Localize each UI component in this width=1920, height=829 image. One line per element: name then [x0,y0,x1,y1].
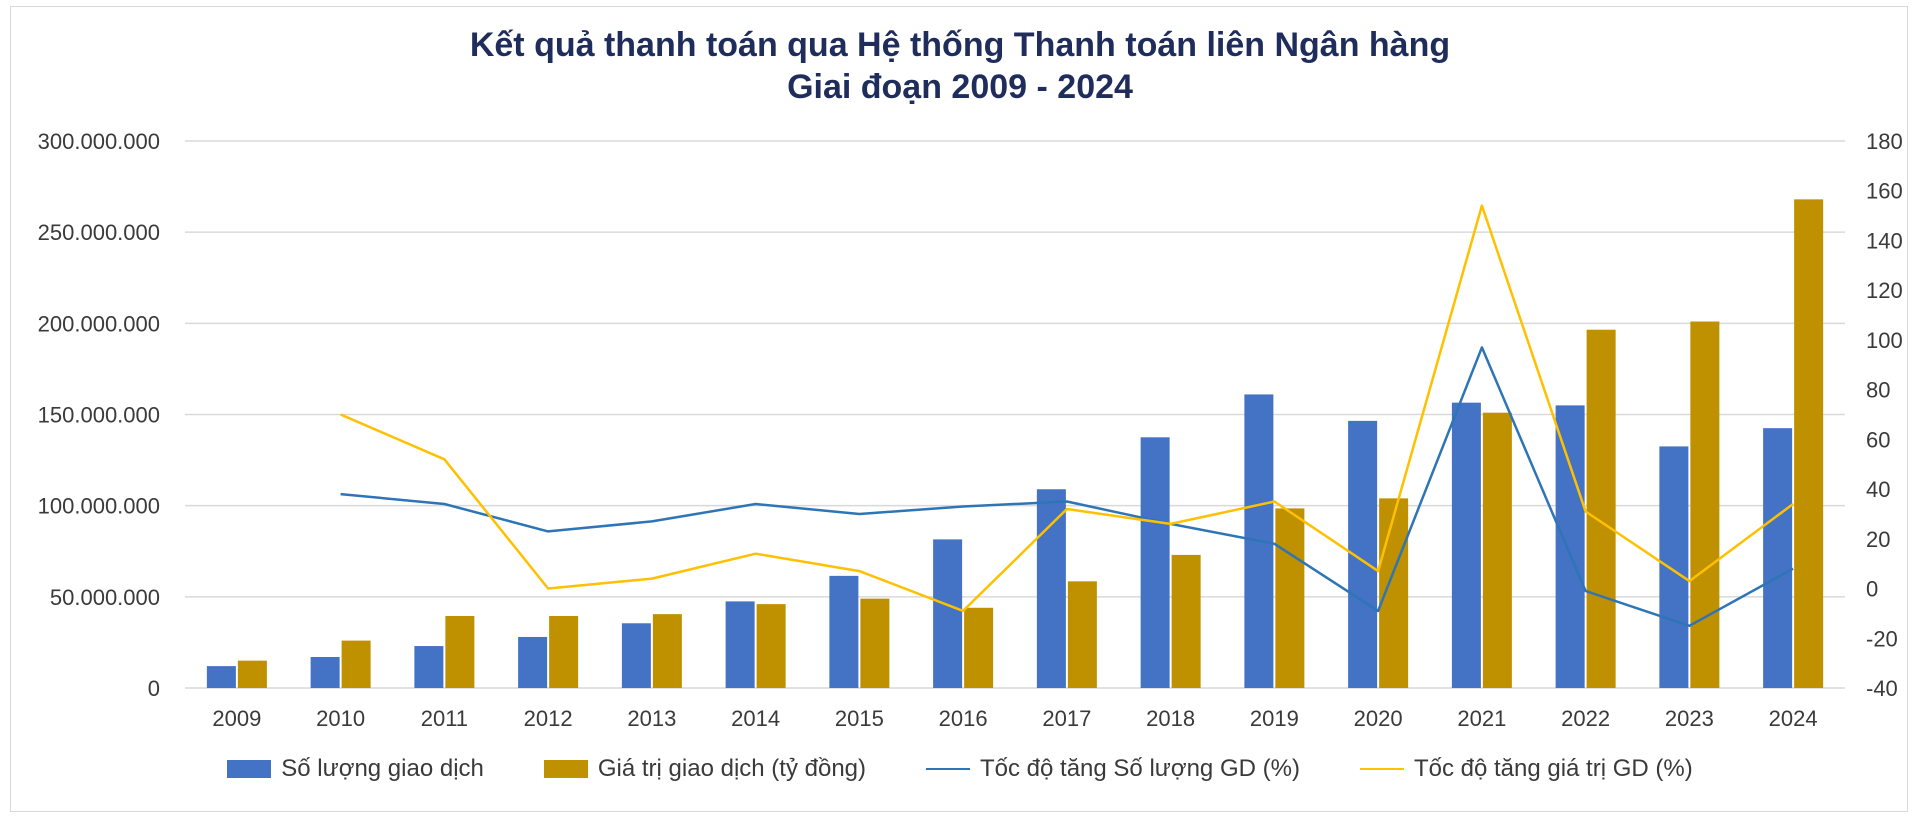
chart-title-line1: Kết quả thanh toán qua Hệ thống Thanh to… [469,26,1451,64]
legend-item-2: Tốc độ tăng Số lượng GD (%) [926,755,1300,783]
bar-value [445,615,475,688]
bar-transactions [518,636,548,688]
legend-swatch-3 [1359,768,1404,770]
x-tick-label: 2012 [524,706,573,731]
y-left-tick-label: 150.000.000 [38,403,160,428]
bar-transactions [1140,437,1170,688]
x-tick-label: 2022 [1561,706,1610,731]
bar-value [1275,508,1305,688]
bar-value [1586,329,1616,688]
bar-transactions [206,666,236,688]
bar-value [964,607,994,688]
bar-value [1067,581,1097,688]
legend-item-3: Tốc độ tăng giá trị GD (%) [1359,755,1693,783]
x-tick-label: 2023 [1665,706,1714,731]
bar-value [237,660,267,688]
bar-value [1482,412,1512,688]
x-tick-label: 2011 [421,706,468,731]
legend-item-0: Số lượng giao dịch [227,755,484,783]
bar-transactions [621,623,651,688]
bar-transactions [933,539,963,688]
legend-label-2: Tốc độ tăng Số lượng GD (%) [980,755,1300,782]
y-left-tick-label: 0 [148,676,160,701]
bar-transactions [1763,428,1793,688]
y-right-tick-label: 160 [1866,179,1903,204]
x-tick-label: 2017 [1042,706,1091,731]
y-right-tick-label: 20 [1866,527,1890,552]
y-right-tick-label: 120 [1866,278,1903,303]
line-growth-value [340,204,1794,613]
bar-value [341,640,371,688]
y-left-tick-label: 50.000.000 [50,585,160,610]
y-right-tick-label: 140 [1866,228,1903,253]
y-right-tick-label: 0 [1866,577,1878,602]
bar-transactions [725,601,755,688]
legend-swatch-2 [926,768,970,770]
bar-transactions [829,575,859,688]
y-left-tick-label: 300.000.000 [38,129,160,154]
legend-item-1: Giá trị giao dịch (tỷ đồng) [543,755,866,783]
y-right-tick-label: -20 [1866,626,1898,651]
x-tick-label: 2021 [1457,706,1506,731]
legend-swatch-0 [227,760,272,778]
x-tick-label: 2015 [835,706,884,731]
x-tick-label: 2019 [1250,706,1299,731]
bar-value [1171,554,1201,688]
legend-label-3: Tốc độ tăng giá trị GD (%) [1413,755,1693,782]
y-left-tick-label: 100.000.000 [38,494,160,519]
bar-transactions [1036,489,1066,688]
bar-value [1379,498,1409,688]
bar-value [1690,321,1720,688]
bar-value [652,614,682,688]
y-right-tick-label: 40 [1866,477,1890,502]
bar-transactions [414,646,444,688]
x-tick-label: 2014 [731,706,780,731]
x-tick-label: 2018 [1146,706,1195,731]
bar-value [1794,199,1824,688]
y-left-tick-label: 200.000.000 [38,311,160,336]
bar-value [860,598,890,688]
x-tick-label: 2016 [939,706,988,731]
bar-transactions [310,657,340,688]
x-tick-label: 2010 [316,706,365,731]
y-right-tick-label: 100 [1866,328,1903,353]
y-right-tick-label: 80 [1866,378,1890,403]
bar-transactions [1555,405,1585,688]
bar-value [756,604,786,688]
chart-title: Kết quả thanh toán qua Hệ thống Thanh to… [0,24,1920,108]
chart-legend: Số lượng giao dịch Giá trị giao dịch (tỷ… [0,755,1920,783]
x-tick-label: 2020 [1354,706,1403,731]
y-right-tick-label: 180 [1866,129,1903,154]
line-growth-count [340,346,1794,628]
x-tick-label: 2009 [212,706,261,731]
bar-value [549,615,579,688]
x-tick-label: 2024 [1769,706,1818,731]
y-right-tick-label: 60 [1866,427,1890,452]
x-tick-label: 2013 [627,706,676,731]
legend-swatch-1 [543,760,588,778]
bar-transactions [1451,402,1481,688]
y-left-tick-label: 250.000.000 [38,220,160,245]
bar-transactions [1659,446,1689,688]
chart-title-line2: Giai đoạn 2009 - 2024 [787,68,1133,106]
legend-label-1: Giá trị giao dịch (tỷ đồng) [597,755,866,782]
legend-label-0: Số lượng giao dịch [281,755,484,782]
y-right-tick-label: -40 [1866,676,1898,701]
